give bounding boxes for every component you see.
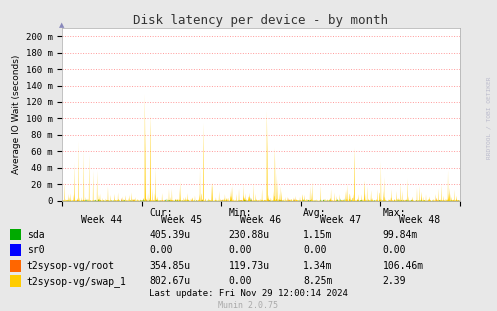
- Text: Week 48: Week 48: [400, 215, 440, 225]
- Text: RRDTOOL / TOBI OETIKER: RRDTOOL / TOBI OETIKER: [486, 77, 491, 160]
- Y-axis label: Average IO Wait (seconds): Average IO Wait (seconds): [12, 55, 21, 174]
- Text: 0.00: 0.00: [229, 276, 252, 286]
- Text: 354.85u: 354.85u: [149, 261, 190, 271]
- Text: 1.15m: 1.15m: [303, 230, 332, 240]
- Text: 1.34m: 1.34m: [303, 261, 332, 271]
- Text: 802.67u: 802.67u: [149, 276, 190, 286]
- Text: sr0: sr0: [27, 245, 44, 255]
- Text: ▲: ▲: [60, 22, 65, 28]
- Text: 99.84m: 99.84m: [383, 230, 418, 240]
- Text: Last update: Fri Nov 29 12:00:14 2024: Last update: Fri Nov 29 12:00:14 2024: [149, 289, 348, 298]
- Title: Disk latency per device - by month: Disk latency per device - by month: [133, 14, 389, 27]
- Text: Max:: Max:: [383, 208, 406, 218]
- Text: 8.25m: 8.25m: [303, 276, 332, 286]
- Text: 230.88u: 230.88u: [229, 230, 270, 240]
- Text: Week 45: Week 45: [161, 215, 202, 225]
- Text: Avg:: Avg:: [303, 208, 327, 218]
- Text: 0.00: 0.00: [383, 245, 406, 255]
- Text: 106.46m: 106.46m: [383, 261, 424, 271]
- Text: Cur:: Cur:: [149, 208, 172, 218]
- Text: Munin 2.0.75: Munin 2.0.75: [219, 301, 278, 310]
- Text: 0.00: 0.00: [229, 245, 252, 255]
- Text: sda: sda: [27, 230, 44, 240]
- Text: t2sysop-vg/swap_1: t2sysop-vg/swap_1: [27, 276, 127, 287]
- Text: Week 46: Week 46: [241, 215, 281, 225]
- Text: 2.39: 2.39: [383, 276, 406, 286]
- Text: Week 47: Week 47: [320, 215, 361, 225]
- Text: t2sysop-vg/root: t2sysop-vg/root: [27, 261, 115, 271]
- Text: 405.39u: 405.39u: [149, 230, 190, 240]
- Text: 0.00: 0.00: [149, 245, 172, 255]
- Text: Week 44: Week 44: [82, 215, 122, 225]
- Text: 119.73u: 119.73u: [229, 261, 270, 271]
- Text: Min:: Min:: [229, 208, 252, 218]
- Text: 0.00: 0.00: [303, 245, 327, 255]
